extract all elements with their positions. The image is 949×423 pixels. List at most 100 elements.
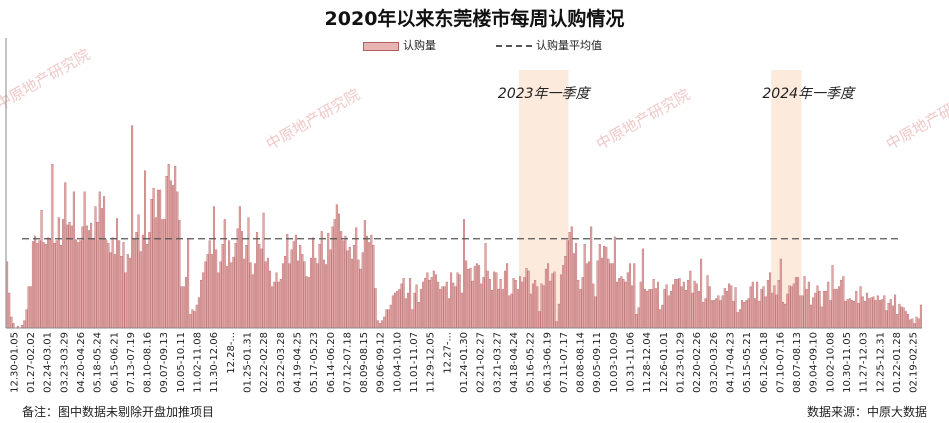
bar <box>669 291 672 329</box>
bar <box>189 314 192 329</box>
bar <box>172 185 175 329</box>
bar <box>443 286 446 329</box>
bar <box>83 191 86 329</box>
bar <box>294 234 297 329</box>
bar <box>749 286 752 329</box>
bar <box>656 281 659 329</box>
bar <box>150 198 153 329</box>
legend-average-label: 认购量平均值 <box>536 39 602 52</box>
bar <box>665 284 668 329</box>
bar <box>314 257 317 329</box>
bar <box>781 302 785 329</box>
bar <box>725 291 728 329</box>
bar <box>456 272 459 329</box>
bar <box>797 277 800 329</box>
x-tick-label: 12.27-... <box>442 332 453 374</box>
bar <box>753 298 756 329</box>
x-tick-label: 10.02-10.08 <box>825 332 836 393</box>
bar <box>777 279 780 329</box>
bar <box>514 279 517 329</box>
bar <box>23 320 26 329</box>
bar <box>29 286 32 329</box>
bar <box>732 301 735 329</box>
bar <box>730 285 733 329</box>
bar <box>661 304 664 329</box>
bar <box>710 300 713 329</box>
bar <box>521 281 524 329</box>
bar <box>547 263 550 329</box>
bar <box>863 301 866 329</box>
x-tick-label: 10.03-10.09 <box>609 332 620 393</box>
bar <box>271 286 274 329</box>
bar <box>762 286 765 329</box>
bar <box>402 278 405 329</box>
bar <box>422 281 425 329</box>
x-tick-label: 05.16-05.22 <box>526 332 537 393</box>
bar <box>609 263 612 329</box>
bar <box>154 217 157 329</box>
bar <box>881 299 884 329</box>
bar <box>381 320 384 329</box>
x-tick-label: 01.22-01.28 <box>892 332 903 393</box>
bar <box>174 165 177 329</box>
bar <box>894 294 897 329</box>
x-tick-label: 12.28-... <box>226 332 237 374</box>
bar <box>322 259 325 329</box>
bar <box>585 263 588 329</box>
x-tick-label: 02.21-02.27 <box>476 332 487 393</box>
bar <box>122 242 125 329</box>
bar <box>622 279 625 329</box>
bar <box>600 257 603 329</box>
bar <box>187 238 190 329</box>
bar <box>728 283 731 329</box>
x-tick-label: 11.02-11.08 <box>193 332 204 393</box>
bar <box>10 316 13 329</box>
bar <box>577 279 580 329</box>
bar <box>47 237 50 329</box>
bar <box>424 278 427 329</box>
bar <box>915 316 918 329</box>
bar <box>258 244 261 329</box>
bar <box>682 281 685 329</box>
bar <box>480 283 483 329</box>
bar <box>764 296 767 329</box>
bar <box>587 261 591 329</box>
bar <box>471 280 474 329</box>
bar <box>721 295 724 329</box>
bar <box>568 232 571 329</box>
bar <box>109 252 112 329</box>
bar <box>818 291 821 329</box>
bar <box>223 219 226 329</box>
bar <box>564 256 567 329</box>
bar <box>906 314 910 329</box>
x-tick-label: 10.31-11.06 <box>626 332 637 393</box>
highlight-band-label: 2023年一季度 <box>498 86 592 102</box>
bar <box>803 276 806 329</box>
x-tick-label: 02.22-02.28 <box>259 332 270 393</box>
legend-item-bars: 认购量 <box>363 37 436 53</box>
watermark-text: 中原地产研究院 <box>263 85 363 153</box>
bar <box>103 196 106 329</box>
bar <box>146 244 149 329</box>
bar <box>544 268 547 329</box>
bar <box>260 248 263 329</box>
bar <box>139 251 142 329</box>
bar <box>284 256 287 329</box>
bar <box>228 240 231 329</box>
bar <box>529 293 532 329</box>
bar <box>779 258 782 329</box>
bar <box>898 303 901 329</box>
bar <box>59 244 62 329</box>
bar <box>286 233 289 329</box>
x-tick-label: 02.20-02.26 <box>692 332 703 393</box>
bar <box>212 206 216 329</box>
bar <box>822 291 825 329</box>
bar <box>557 303 560 329</box>
bar <box>697 291 700 329</box>
bar <box>462 219 466 329</box>
bar <box>152 187 155 329</box>
bar <box>913 323 916 329</box>
bar <box>745 300 748 329</box>
x-tick-label: 11.27-12.03 <box>859 332 870 393</box>
bar <box>874 300 877 329</box>
